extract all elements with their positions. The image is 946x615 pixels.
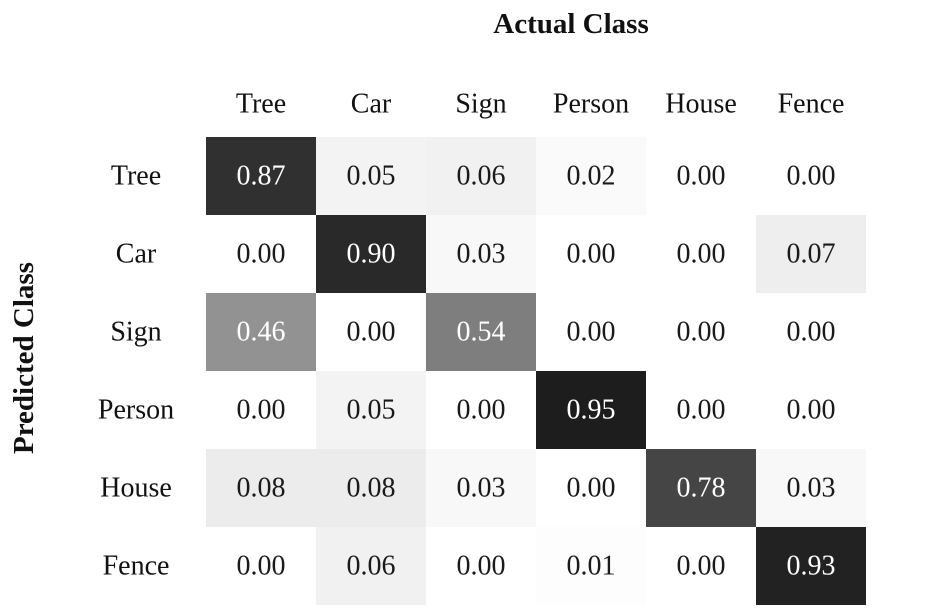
heatmap-cell-tree-fence [756,137,866,215]
cell-value-label: 0.00 [567,239,616,270]
cell-value-label: 0.01 [567,551,616,582]
cell-value-label: 0.00 [567,473,616,504]
heatmap-cell-sign-sign [426,293,536,371]
heatmap-cell-tree-tree [206,137,316,215]
y-tick-label-house: House [100,473,172,504]
cell-value-label: 0.00 [567,317,616,348]
cell-value-label: 0.03 [457,239,506,270]
heatmap-cell-fence-tree [206,527,316,605]
heatmap-cell-person-person [536,371,646,449]
cell-value-label: 0.00 [237,551,286,582]
heatmap-cell-person-tree [206,371,316,449]
heatmap-cell-car-fence [756,215,866,293]
heatmap-cell-person-house [646,371,756,449]
heatmap-cell-house-house [646,449,756,527]
heatmap-cell-car-house [646,215,756,293]
heatmap-cell-house-car [316,449,426,527]
cell-value-label: 0.00 [787,161,836,192]
cell-value-label: 0.00 [787,395,836,426]
cell-value-label: 0.06 [457,161,506,192]
cell-value-label: 0.05 [347,161,396,192]
cell-value-label: 0.06 [347,551,396,582]
heatmap-cell-labels: 0.87 0.05 0.06 0.02 0.00 0.00 0.00 0.90 0.03 0.00… [237,161,836,582]
x-tick-labels: Tree Car Sign Person House Fence [236,89,845,120]
x-tick-label-sign: Sign [455,89,506,120]
y-tick-label-tree: Tree [111,161,161,192]
cell-value-label: 0.07 [787,239,836,270]
heatmap-cell-sign-fence [756,293,866,371]
heatmap-cell-tree-car [316,137,426,215]
heatmap-cell-car-sign [426,215,536,293]
y-tick-label-sign: Sign [110,317,161,348]
heatmap-cell-house-sign [426,449,536,527]
heatmap-cell-person-sign [426,371,536,449]
heatmap-cell-house-tree [206,449,316,527]
x-axis-title: Actual Class [493,8,649,40]
heatmap-cell-fence-house [646,527,756,605]
heatmap-cell-car-tree [206,215,316,293]
cell-value-label: 0.00 [677,161,726,192]
heatmap-cell-sign-house [646,293,756,371]
heatmap-cell-fence-person [536,527,646,605]
cell-value-label: 0.08 [347,473,396,504]
y-tick-label-person: Person [98,395,174,426]
cell-value-label: 0.00 [677,317,726,348]
cell-value-label: 0.46 [237,317,286,348]
cell-value-label: 0.00 [457,551,506,582]
cell-value-label: 0.03 [457,473,506,504]
x-tick-label-car: Car [351,89,392,120]
heatmap-cell-car-car [316,215,426,293]
cell-value-label: 0.78 [677,473,726,504]
heatmap-cell-tree-house [646,137,756,215]
cell-value-label: 0.90 [347,239,396,270]
cell-value-label: 0.00 [677,551,726,582]
heatmap-cells [206,137,866,605]
cell-value-label: 0.08 [237,473,286,504]
cell-value-label: 0.00 [347,317,396,348]
x-tick-label-tree: Tree [236,89,286,120]
heatmap-cell-person-car [316,371,426,449]
x-tick-label-person: Person [553,89,629,120]
heatmap-cell-house-fence [756,449,866,527]
cell-value-label: 0.05 [347,395,396,426]
cell-value-label: 0.00 [237,395,286,426]
heatmap-cell-tree-sign [426,137,536,215]
heatmap-cell-person-fence [756,371,866,449]
heatmap-cell-fence-fence [756,527,866,605]
cell-value-label: 0.00 [677,395,726,426]
heatmap-cell-sign-car [316,293,426,371]
heatmap-cell-sign-person [536,293,646,371]
y-tick-label-fence: Fence [103,551,170,582]
heatmap-cell-tree-person [536,137,646,215]
cell-value-label: 0.00 [457,395,506,426]
cell-value-label: 0.54 [457,317,506,348]
heatmap-cell-fence-sign [426,527,536,605]
heatmap-cell-house-person [536,449,646,527]
cell-value-label: 0.93 [787,551,836,582]
cell-value-label: 0.87 [237,161,286,192]
heatmap-cell-car-person [536,215,646,293]
cell-value-label: 0.00 [787,317,836,348]
x-tick-label-house: House [665,89,737,120]
cell-value-label: 0.00 [677,239,726,270]
x-tick-label-fence: Fence [778,89,845,120]
heatmap-cell-fence-car [316,527,426,605]
cell-value-label: 0.02 [567,161,616,192]
cell-value-label: 0.00 [237,239,286,270]
y-tick-labels: Tree Car Sign Person House Fence [98,161,174,582]
y-tick-label-car: Car [116,239,157,270]
cell-value-label: 0.95 [567,395,616,426]
heatmap-cell-sign-tree [206,293,316,371]
cell-value-label: 0.03 [787,473,836,504]
